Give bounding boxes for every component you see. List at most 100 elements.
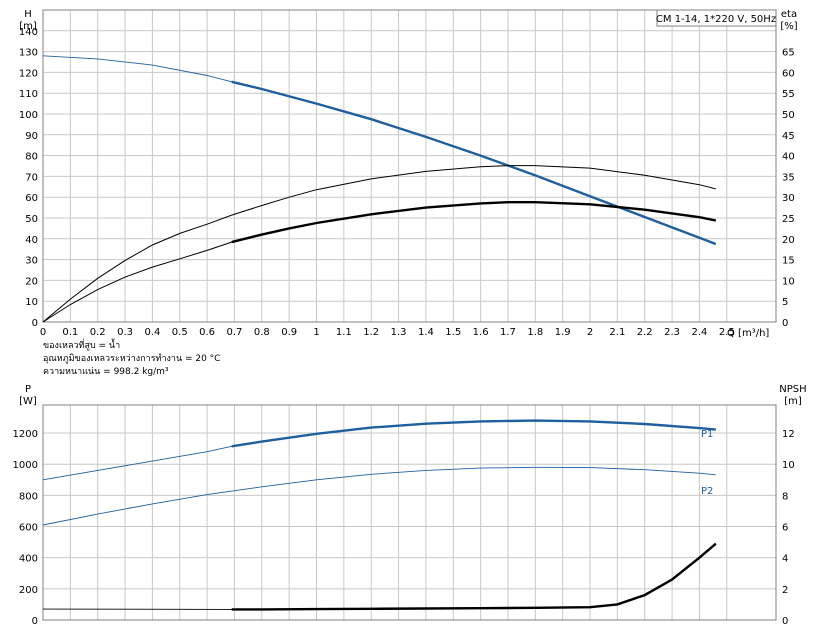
head-efficiency-panel: 0 0.1 0.2 0.3 0.4 0.5 0.6 0.7 0.8 0.9 1 1.1 1.2 1.3 1.… xyxy=(19,9,798,377)
x-tick-label: 0.3 xyxy=(117,327,133,338)
chart-title-box xyxy=(656,9,777,27)
x-tick-label: 1.2 xyxy=(363,327,379,338)
series-operating-line-2 xyxy=(231,542,717,611)
note-temperature: อุณหภูมิของเหลวระหว่างการทำงาน = 20 °C xyxy=(43,353,220,364)
y-right-tick-label: 6 xyxy=(782,523,788,534)
x-axis-label: Q [m³/h] xyxy=(727,328,769,339)
bottom-grid xyxy=(42,405,776,621)
y-left-tick-label: 60 xyxy=(25,193,38,204)
x-tick-label: 2 xyxy=(587,327,593,338)
note-fluid: ของเหลวที่สูบ = น้ำ xyxy=(43,338,120,351)
y-left-tick-label: 120 xyxy=(19,68,38,79)
y-left-tick-label: 800 xyxy=(19,491,38,502)
y-left-tick-label: 130 xyxy=(19,48,38,59)
x-tick-label: 1.8 xyxy=(527,327,543,338)
bottom-series-group xyxy=(42,419,717,611)
y-left-tick-label: 30 xyxy=(25,256,38,267)
y-left-tick-label: 20 xyxy=(25,276,38,287)
series-operating-line-2 xyxy=(231,200,717,244)
x-tick-label: 0.2 xyxy=(90,327,106,338)
y-left-tick-label: 110 xyxy=(19,89,38,100)
y-right-tick-label: 12 xyxy=(782,429,795,440)
series-operating-line-0 xyxy=(231,80,717,246)
top-tick-labels: 0 0.1 0.2 0.3 0.4 0.5 0.6 0.7 0.8 0.9 1 1.1 1.2 1.3 1.… xyxy=(19,27,795,338)
y-right-tick-label: 40 xyxy=(782,152,795,163)
y-left-unit: [m] xyxy=(19,21,37,32)
top-grid xyxy=(42,10,776,323)
y-right-tick-label: 25 xyxy=(782,214,795,225)
y-left-tick-label: 90 xyxy=(25,131,38,142)
x-tick-label: 1.9 xyxy=(555,327,571,338)
x-tick-label: 1.3 xyxy=(391,327,407,338)
y-left-label-bottom: P xyxy=(25,384,31,395)
x-tick-label: 1 xyxy=(313,327,319,338)
chart-title: CM 1-14, 1*220 V, 50Hz xyxy=(656,14,776,25)
x-tick-label: 0 xyxy=(40,327,46,338)
x-tick-label: 2.2 xyxy=(637,327,653,338)
x-tick-label: 1.6 xyxy=(473,327,489,338)
y-right-tick-label: 60 xyxy=(782,68,795,79)
x-tick-label: 1.7 xyxy=(500,327,516,338)
y-right-tick-label: 10 xyxy=(782,276,795,287)
bottom-plot-frame xyxy=(42,404,777,621)
y-left-tick-label: 0 xyxy=(32,318,38,329)
x-tick-label: 0.7 xyxy=(227,327,243,338)
y-left-unit-bottom: [W] xyxy=(19,396,37,407)
y-right-tick-label: 45 xyxy=(782,131,795,142)
y-left-tick-label: 100 xyxy=(19,110,38,121)
y-left-tick-label: 40 xyxy=(25,235,38,246)
x-tick-label: 1.5 xyxy=(445,327,461,338)
y-right-label-bottom: NPSH xyxy=(779,384,806,395)
y-left-tick-label: 10 xyxy=(25,297,38,308)
x-tick-label: 2.1 xyxy=(609,327,625,338)
series-operating-line-0 xyxy=(231,419,716,448)
y-left-tick-label: 80 xyxy=(25,152,38,163)
note-density: ความหนาแน่น = 998.2 kg/m³ xyxy=(43,367,169,377)
series-line-1 xyxy=(42,165,716,323)
x-tick-label: 2.5 xyxy=(719,327,735,338)
y-right-tick-label: 30 xyxy=(782,193,795,204)
y-left-tick-label: 1200 xyxy=(13,429,38,440)
y-left-tick-label: 200 xyxy=(19,585,38,596)
y-right-tick-label: 8 xyxy=(782,491,788,502)
bottom-tick-labels: 0 200 400 600 800 1000 1200 0 2 4 6 8 10 12 xyxy=(13,429,795,627)
x-tick-label: 0.9 xyxy=(281,327,297,338)
y-left-label: H xyxy=(24,9,32,20)
y-right-tick-label: 4 xyxy=(782,554,788,565)
y-right-tick-label: 2 xyxy=(782,585,788,596)
x-tick-label: 0.6 xyxy=(199,327,215,338)
y-left-tick-label: 400 xyxy=(19,554,38,565)
series-label-p1: P1 xyxy=(701,429,713,440)
power-npsh-panel: 0 200 400 600 800 1000 1200 0 2 4 6 8 10 12 P [W] NPS… xyxy=(13,384,807,627)
y-right-unit-bottom: [m] xyxy=(784,396,802,407)
y-right-tick-label: 65 xyxy=(782,48,795,59)
x-tick-label: 0.1 xyxy=(62,327,78,338)
y-left-tick-label: 70 xyxy=(25,172,38,183)
y-right-tick-label: 15 xyxy=(782,256,795,267)
y-right-tick-label: 50 xyxy=(782,110,795,121)
y-right-tick-label: 0 xyxy=(782,616,788,627)
y-right-label: eta xyxy=(781,9,797,20)
y-left-tick-label: 0 xyxy=(32,616,38,627)
x-tick-label: 0.4 xyxy=(144,327,160,338)
y-left-tick-label: 140 xyxy=(19,27,38,38)
top-plot-frame xyxy=(42,9,777,323)
y-right-unit: [%] xyxy=(780,21,797,32)
y-left-tick-label: 1000 xyxy=(13,460,38,471)
x-tick-label: 2.4 xyxy=(691,327,707,338)
y-right-tick-label: 35 xyxy=(782,172,795,183)
y-left-tick-label: 600 xyxy=(19,523,38,534)
y-right-tick-label: 10 xyxy=(782,460,795,471)
y-right-tick-label: 5 xyxy=(782,297,788,308)
top-series-group xyxy=(42,55,717,323)
series-label-p2: P2 xyxy=(701,486,713,497)
x-tick-label: 1.1 xyxy=(336,327,352,338)
series-line-1 xyxy=(42,466,716,526)
y-right-tick-label: 55 xyxy=(782,89,795,100)
x-tick-label: 2.3 xyxy=(664,327,680,338)
y-right-tick-label: 20 xyxy=(782,235,795,246)
y-left-tick-label: 50 xyxy=(25,214,38,225)
x-tick-label: 1.4 xyxy=(418,327,434,338)
